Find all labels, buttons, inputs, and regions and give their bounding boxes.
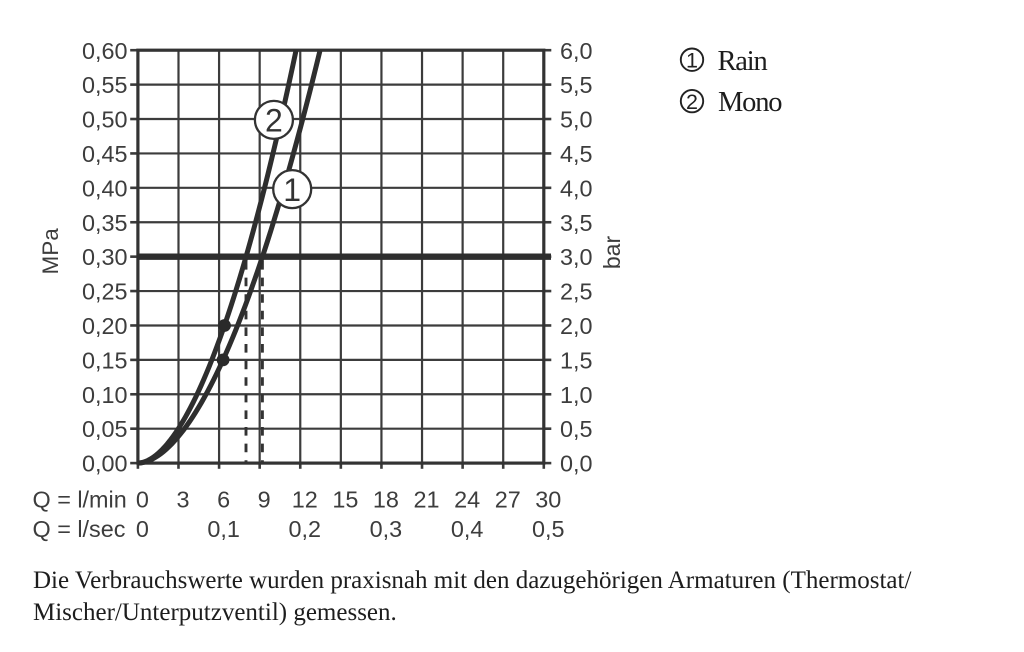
svg-text:30: 30 xyxy=(535,486,561,512)
svg-text:3,0: 3,0 xyxy=(560,244,593,270)
svg-text:1,0: 1,0 xyxy=(560,382,593,408)
svg-text:0,15: 0,15 xyxy=(82,347,128,373)
svg-text:1: 1 xyxy=(686,49,698,73)
svg-text:2,0: 2,0 xyxy=(560,313,593,339)
svg-text:0: 0 xyxy=(136,486,149,512)
svg-text:5,0: 5,0 xyxy=(560,107,593,133)
svg-text:Q = l/sec: Q = l/sec xyxy=(33,516,126,542)
svg-text:0,25: 0,25 xyxy=(82,279,128,305)
svg-text:0,5: 0,5 xyxy=(532,516,565,542)
svg-text:Q = l/min: Q = l/min xyxy=(33,486,127,512)
svg-text:5,5: 5,5 xyxy=(560,72,593,98)
svg-text:Die Verbrauchswerte wurden pra: Die Verbrauchswerte wurden praxisnah mit… xyxy=(33,567,911,594)
svg-text:2: 2 xyxy=(686,90,698,114)
svg-text:2: 2 xyxy=(265,103,283,139)
svg-text:24: 24 xyxy=(454,486,480,512)
svg-text:0,2: 0,2 xyxy=(288,516,321,542)
svg-text:3,5: 3,5 xyxy=(560,210,593,236)
svg-text:0,10: 0,10 xyxy=(82,382,128,408)
svg-text:MPa: MPa xyxy=(38,228,63,275)
svg-text:4,5: 4,5 xyxy=(560,141,593,167)
svg-text:15: 15 xyxy=(332,486,358,512)
svg-text:0,45: 0,45 xyxy=(82,141,128,167)
svg-text:18: 18 xyxy=(373,486,399,512)
svg-text:1: 1 xyxy=(283,172,301,208)
svg-text:0,50: 0,50 xyxy=(82,107,128,133)
svg-text:4,0: 4,0 xyxy=(560,175,593,201)
svg-text:2,5: 2,5 xyxy=(560,279,593,305)
svg-text:0,05: 0,05 xyxy=(82,416,128,442)
svg-text:0,0: 0,0 xyxy=(560,451,593,477)
svg-text:12: 12 xyxy=(292,486,318,512)
svg-text:0,1: 0,1 xyxy=(207,516,240,542)
svg-text:6,0: 6,0 xyxy=(560,38,593,64)
svg-text:bar: bar xyxy=(599,236,625,270)
svg-text:1,5: 1,5 xyxy=(560,347,593,373)
svg-text:0,20: 0,20 xyxy=(82,313,128,339)
svg-text:0,55: 0,55 xyxy=(82,72,128,98)
svg-text:0,5: 0,5 xyxy=(560,416,593,442)
svg-text:6: 6 xyxy=(217,486,230,512)
svg-text:3: 3 xyxy=(176,486,189,512)
svg-text:0,00: 0,00 xyxy=(82,451,128,477)
svg-text:Rain: Rain xyxy=(718,46,768,77)
svg-text:0,3: 0,3 xyxy=(370,516,403,542)
svg-text:0,30: 0,30 xyxy=(82,244,128,270)
svg-text:27: 27 xyxy=(495,486,521,512)
svg-text:0,35: 0,35 xyxy=(82,210,128,236)
svg-text:Mischer/Unterputzventil) gemes: Mischer/Unterputzventil) gemessen. xyxy=(33,599,397,626)
svg-text:9: 9 xyxy=(258,486,271,512)
svg-text:Mono: Mono xyxy=(718,87,782,118)
svg-text:0: 0 xyxy=(136,516,149,542)
svg-text:0,40: 0,40 xyxy=(82,175,128,201)
svg-text:21: 21 xyxy=(414,486,440,512)
svg-text:0,60: 0,60 xyxy=(82,38,128,64)
svg-text:0,4: 0,4 xyxy=(451,516,484,542)
